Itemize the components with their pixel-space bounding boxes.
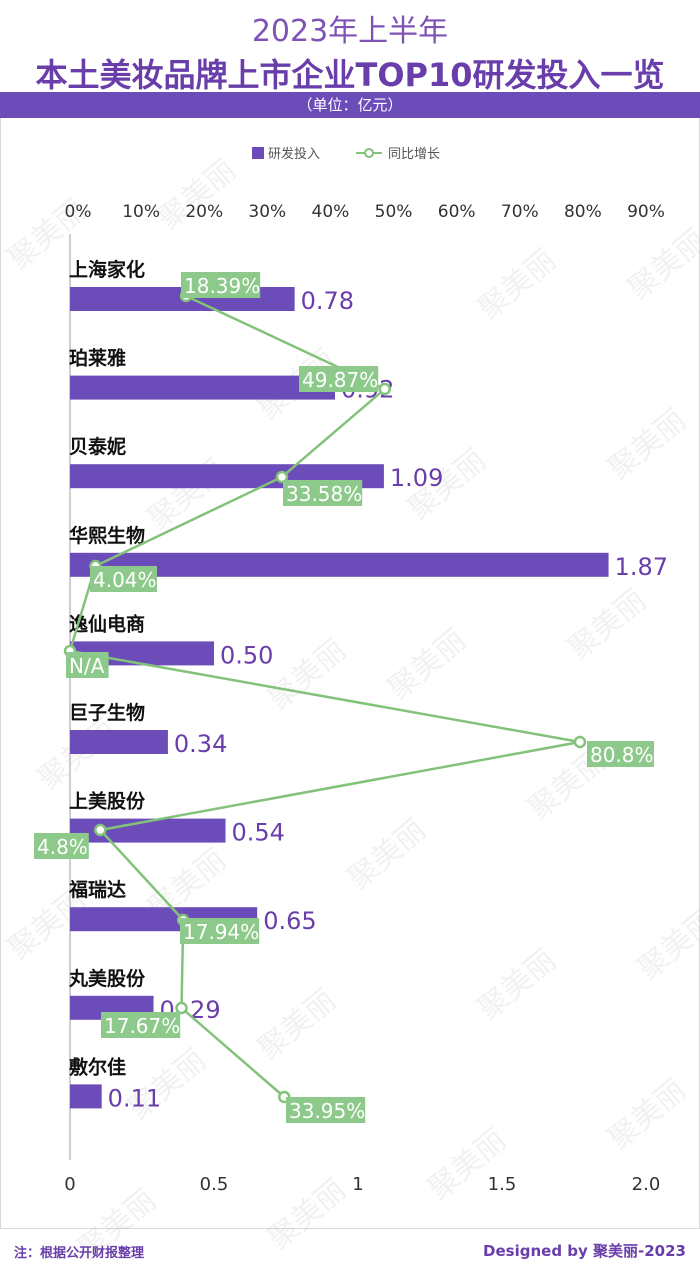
growth-label: 33.58% (286, 482, 362, 506)
category-label: 敷尔佳 (69, 1055, 126, 1078)
growth-label: 80.8% (590, 743, 654, 767)
growth-marker (175, 1001, 188, 1015)
category-label: 珀莱雅 (69, 347, 126, 370)
growth-label: 4.04% (93, 568, 157, 592)
footer-credit: Designed by 聚美丽-2023 (483, 1242, 686, 1260)
top-axis-tick-label: 70% (501, 202, 539, 222)
growth-label: 18.39% (184, 274, 260, 298)
bottom-axis-tick-label: 0 (64, 1174, 75, 1195)
bar (70, 1084, 102, 1109)
growth-label-box (180, 918, 260, 944)
growth-label: 17.94% (183, 920, 259, 944)
footer-note: 注：根据公开财报整理 (14, 1246, 145, 1261)
bar (70, 375, 335, 400)
top-axis-tick-label: 10% (122, 202, 160, 222)
category-label: 逸仙电商 (69, 612, 145, 635)
unit-label: （单位：亿元） (297, 96, 403, 114)
growth-label-box (181, 272, 261, 298)
top-axis-tick-label: 50% (375, 202, 413, 222)
top-axis-tick-label: 80% (564, 202, 602, 222)
growth-marker (275, 470, 289, 484)
top-axis-tick-label: 60% (438, 202, 476, 222)
growth-label-box (90, 566, 157, 592)
category-label: 上美股份 (69, 790, 146, 813)
chart-title-year: 2023年上半年 (251, 14, 449, 49)
growth-label: 49.87% (302, 368, 378, 392)
top-axis-tick-label: 90% (627, 202, 665, 222)
growth-label-box (299, 366, 379, 392)
growth-label: 4.8% (37, 835, 88, 859)
legend-label-bar: 研发投入 (268, 146, 320, 162)
bottom-axis-tick-label: 1 (352, 1174, 363, 1195)
category-label: 上海家化 (69, 258, 145, 281)
category-label: 巨子生物 (69, 701, 145, 724)
growth-label-box (587, 741, 654, 767)
top-axis-tick-label: 20% (185, 202, 223, 222)
unit-banner (0, 92, 700, 118)
category-label: 福瑞达 (68, 878, 126, 901)
growth-label-box (286, 1097, 366, 1123)
growth-label-box (283, 480, 363, 506)
bar-value-label: 0.34 (174, 730, 227, 758)
growth-label: 33.95% (289, 1099, 365, 1123)
bar-value-label: 0.78 (301, 287, 354, 315)
bottom-axis-tick-label: 1.5 (488, 1174, 517, 1195)
bar-value-label: 0.54 (232, 819, 285, 847)
category-label: 贝泰妮 (69, 435, 126, 458)
growth-label-box (101, 1012, 181, 1038)
top-axis-tick-label: 40% (312, 202, 350, 222)
bottom-axis-tick-label: 0.5 (200, 1174, 229, 1195)
growth-label-box (34, 833, 89, 859)
growth-line (68, 294, 581, 1098)
top-axis-tick-label: 30% (248, 202, 286, 222)
legend-line-marker (364, 148, 374, 158)
bar-value-label: 0.11 (108, 1084, 161, 1112)
top-axis-tick-label: 0% (65, 202, 92, 222)
growth-marker (573, 735, 587, 749)
category-label: 华熙生物 (69, 524, 145, 547)
growth-label: N/A (69, 654, 105, 678)
category-label: 丸美股份 (68, 967, 146, 990)
legend-bar-swatch (252, 147, 264, 159)
growth-label-box (66, 652, 109, 678)
legend-label-line: 同比增长 (388, 147, 440, 162)
bar (70, 730, 168, 754)
bar-value-label: 1.87 (615, 553, 668, 581)
bottom-axis-tick-label: 2.0 (632, 1174, 661, 1195)
bar-value-label: 0.65 (263, 907, 316, 935)
bar-value-label: 0.50 (220, 641, 273, 669)
bar (70, 552, 609, 577)
chart-title: 本土美妆品牌上市企业TOP10研发投入一览 (35, 56, 665, 94)
growth-marker (378, 382, 391, 396)
growth-label: 17.67% (104, 1014, 180, 1038)
bar-value-label: 1.09 (390, 464, 443, 492)
growth-marker (94, 823, 107, 837)
